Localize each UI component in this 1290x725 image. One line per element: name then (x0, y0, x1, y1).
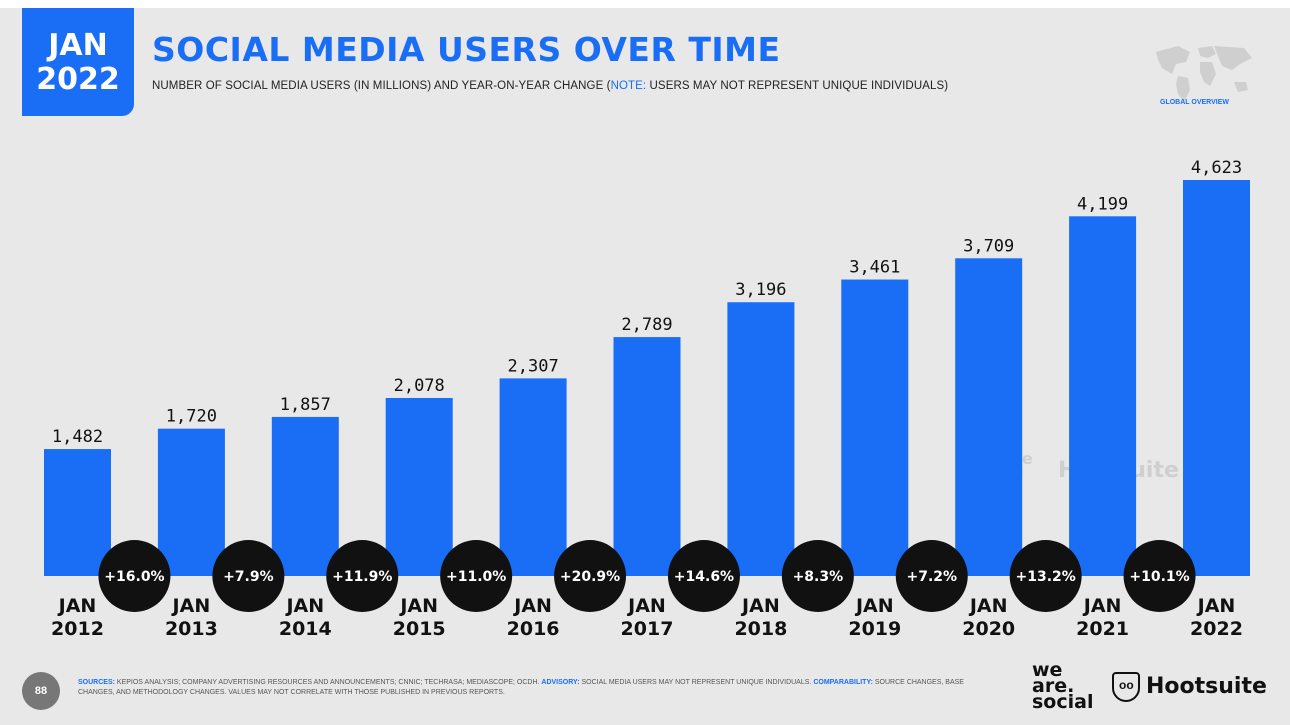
value-label-8: 3,709 (963, 236, 1014, 256)
yoy-bubble-8 (1009, 540, 1082, 612)
yoy-label-3: +11.0% (446, 569, 506, 585)
yoy-label-0: +16.0% (104, 569, 164, 585)
value-label-3: 2,078 (394, 376, 445, 396)
value-label-7: 3,461 (849, 258, 900, 278)
value-label-5: 2,789 (621, 315, 672, 335)
advisory-label: ADVISORY: (541, 679, 580, 686)
category-label-1-0: JAN (171, 595, 211, 617)
logo-line-we: we (1032, 659, 1063, 681)
yoy-bubble-1 (212, 540, 285, 612)
category-label-2-1: 2014 (279, 618, 332, 640)
sources-text: KEPIOS ANALYSIS; COMPANY ADVERTISING RES… (114, 679, 542, 686)
category-label-0-0: JAN (57, 595, 97, 617)
category-label-9-1: 2021 (1076, 618, 1129, 640)
category-label-9-0: JAN (1082, 595, 1122, 617)
bar-0 (44, 449, 111, 576)
hootsuite-logo: Hootsuite (1146, 674, 1267, 699)
we-are-social-logo: we are. social (1032, 659, 1094, 713)
category-label-7-0: JAN (854, 595, 894, 617)
yoy-label-5: +14.6% (674, 569, 734, 585)
comparability-label: COMPARABILITY: (813, 679, 873, 686)
chart: 1,482JAN20121,720JAN20131,857JAN20142,07… (44, 158, 1250, 640)
yoy-label-1: +7.9% (223, 569, 274, 585)
category-label-5-1: 2017 (621, 618, 674, 640)
yoy-bubble-0 (98, 540, 171, 612)
yoy-label-4: +20.9% (560, 569, 620, 585)
category-label-8-0: JAN (968, 595, 1008, 617)
bar-10 (1183, 180, 1250, 576)
category-label-8-1: 2020 (962, 618, 1015, 640)
yoy-bubble-3 (440, 540, 513, 612)
date-badge: JAN 2022 (22, 8, 134, 116)
value-label-4: 2,307 (508, 356, 559, 376)
value-label-6: 3,196 (735, 280, 786, 300)
sources-note: SOURCES: KEPIOS ANALYSIS; COMPANY ADVERT… (78, 678, 998, 698)
yoy-label-2: +11.9% (332, 569, 392, 585)
subtitle-note-label: NOTE: (610, 80, 647, 92)
yoy-label-9: +10.1% (1129, 569, 1189, 585)
bar-3 (385, 398, 453, 576)
yoy-bubble-2 (326, 540, 399, 612)
yoy-label-6: +8.3% (793, 569, 844, 585)
value-label-0: 1,482 (52, 427, 103, 447)
value-label-10: 4,623 (1191, 158, 1242, 178)
yoy-label-8: +13.2% (1015, 569, 1075, 585)
category-label-3-1: 2015 (393, 618, 446, 640)
subtitle-note: USERS MAY NOT REPRESENT UNIQUE INDIVIDUA… (646, 80, 949, 92)
global-overview-label: GLOBAL OVERVIEW (1160, 99, 1229, 106)
world-map-icon (1156, 46, 1252, 102)
sources-label: SOURCES: (78, 679, 115, 686)
date-year: 2022 (36, 62, 120, 97)
yoy-label-7: +7.2% (906, 569, 957, 585)
yoy-bubble-5 (667, 540, 740, 612)
yoy-bubble-6 (781, 540, 854, 612)
value-label-2: 1,857 (280, 395, 331, 415)
category-label-3-0: JAN (398, 595, 438, 617)
owl-icon: oo (1112, 672, 1140, 702)
bar-6 (727, 302, 795, 576)
bar-2 (271, 416, 339, 576)
bar-9 (1069, 216, 1137, 576)
category-label-5-0: JAN (626, 595, 666, 617)
bar-4 (499, 378, 567, 576)
subtitle-main: NUMBER OF SOCIAL MEDIA USERS (IN MILLION… (152, 80, 611, 92)
top-bar (0, 0, 1290, 8)
yoy-bubble-7 (895, 540, 968, 612)
category-label-4-1: 2016 (507, 618, 560, 640)
bar-1 (157, 428, 225, 576)
date-month: JAN (48, 28, 108, 63)
bar-8 (955, 258, 1023, 576)
category-label-6-0: JAN (740, 595, 780, 617)
category-label-10-0: JAN (1196, 595, 1236, 617)
logo-line-social: social (1032, 691, 1094, 713)
value-label-1: 1,720 (166, 407, 217, 427)
category-label-4-0: JAN (512, 595, 552, 617)
category-label-2-0: JAN (284, 595, 324, 617)
comparability-text: SOURCE CHANGES, BASE CHANGES, AND METHOD… (78, 679, 964, 696)
page-title: SOCIAL MEDIA USERS OVER TIME (152, 30, 781, 69)
value-label-9: 4,199 (1077, 194, 1128, 214)
category-label-7-1: 2019 (848, 618, 901, 640)
bar-7 (841, 279, 909, 576)
category-label-10-1: 2022 (1190, 618, 1243, 640)
yoy-bubble-9 (1123, 540, 1196, 612)
advisory-text: SOCIAL MEDIA USERS MAY NOT REPRESENT UNI… (579, 679, 814, 686)
category-label-0-1: 2012 (51, 618, 104, 640)
page-number: 88 (22, 672, 60, 710)
bar-5 (613, 337, 681, 576)
yoy-bubble-4 (554, 540, 627, 612)
category-label-6-1: 2018 (734, 618, 787, 640)
logo-line-are: are. (1032, 675, 1075, 697)
page-subtitle: NUMBER OF SOCIAL MEDIA USERS (IN MILLION… (152, 80, 948, 92)
category-label-1-1: 2013 (165, 618, 218, 640)
